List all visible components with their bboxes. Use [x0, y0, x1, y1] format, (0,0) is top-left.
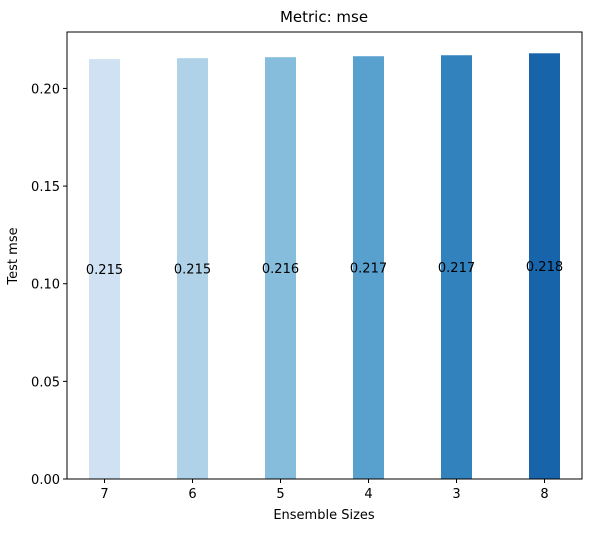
- chart-title: Metric: mse: [280, 8, 368, 26]
- bar-4: [353, 56, 384, 480]
- x-tick-label: 7: [100, 487, 108, 502]
- x-tick-label: 6: [188, 487, 196, 502]
- y-tick-label: 0.15: [31, 180, 60, 195]
- data-label: 0.218: [526, 260, 563, 275]
- data-label: 0.217: [438, 261, 475, 276]
- x-tick-label: 3: [452, 487, 460, 502]
- y-tick-label: 0.20: [31, 82, 60, 97]
- plot-area-frame: [66, 31, 583, 480]
- ticks-group: 7 6 5 4 3 8 0.00 0.05 0.10 0.15 0.20: [31, 82, 549, 502]
- bar-8: [529, 53, 560, 480]
- data-label: 0.217: [350, 262, 387, 277]
- bar-5: [265, 57, 296, 480]
- y-tick-label: 0.05: [31, 375, 60, 390]
- bar-7: [89, 59, 120, 480]
- bars-group: [89, 53, 560, 480]
- data-label: 0.215: [86, 263, 123, 278]
- bar-6: [177, 58, 208, 480]
- bar-3: [441, 55, 472, 480]
- x-tick-label: 4: [364, 487, 372, 502]
- x-tick-label: 5: [276, 487, 284, 502]
- x-axis-label: Ensemble Sizes: [273, 508, 375, 523]
- x-tick-label: 8: [540, 487, 548, 502]
- y-axis-label: Test mse: [6, 227, 21, 285]
- data-label: 0.216: [262, 262, 299, 277]
- y-tick-label: 0.00: [31, 473, 60, 488]
- y-tick-label: 0.10: [31, 278, 60, 293]
- data-labels-group: 0.215 0.215 0.216 0.217 0.217 0.218: [86, 260, 563, 278]
- data-label: 0.215: [174, 263, 211, 278]
